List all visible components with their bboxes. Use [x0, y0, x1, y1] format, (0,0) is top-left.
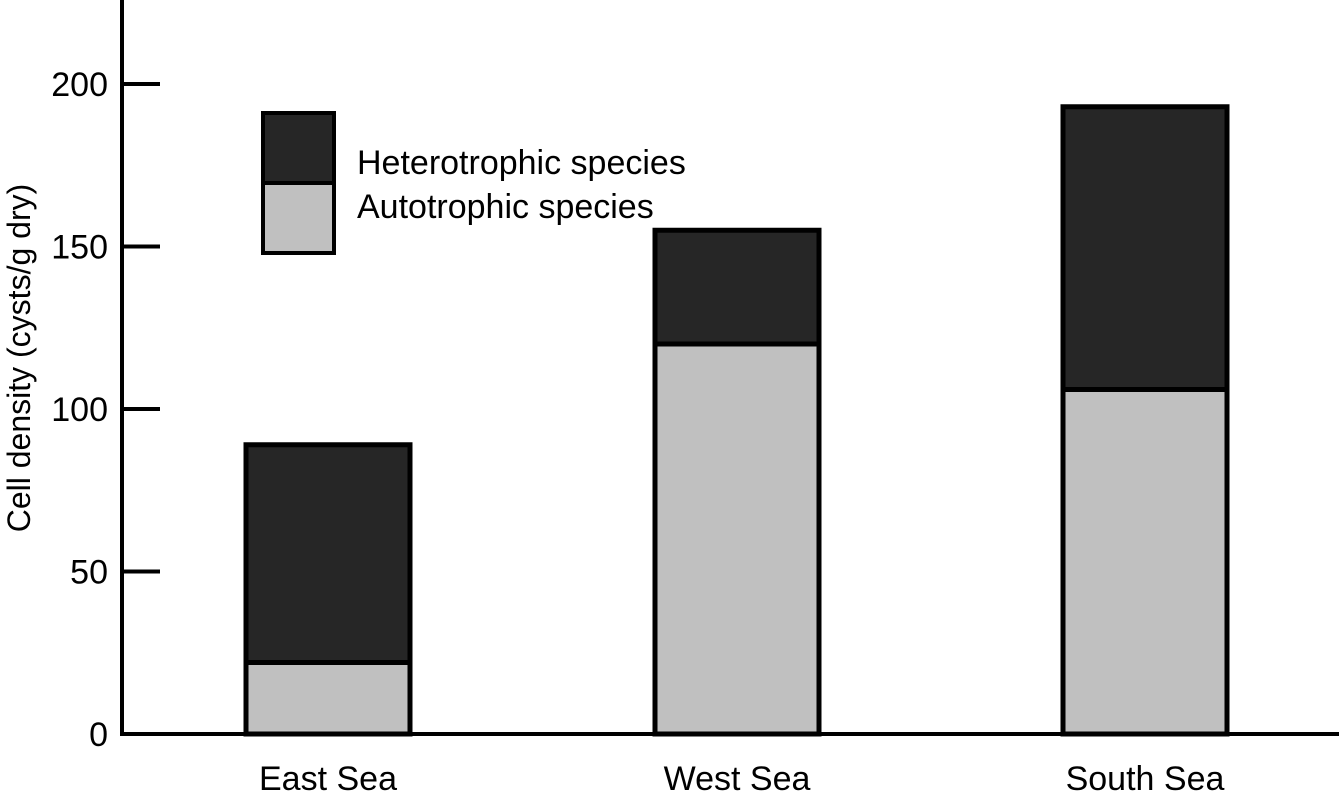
legend-label-autotrophic: Autotrophic species	[357, 188, 654, 226]
x-category-label: West Sea	[664, 760, 811, 794]
bar-segment-autotrophic-species	[652, 341, 822, 737]
y-tick-label: 100	[51, 391, 108, 429]
y-tick-label: 50	[70, 554, 108, 592]
y-tick-label: 200	[51, 66, 108, 104]
bars-group	[243, 104, 1230, 737]
x-category-label: East Sea	[259, 760, 397, 794]
legend-swatch-autotrophic	[261, 181, 336, 255]
legend-swatch-heterotrophic	[261, 111, 336, 185]
legend: Heterotrophic species Autotrophic specie…	[261, 111, 686, 255]
bar-segment-heterotrophic-species	[652, 227, 822, 347]
x-category-label: South Sea	[1066, 760, 1225, 794]
y-tick-label: 150	[51, 229, 108, 267]
y-ticks-group: 0 50 100 150 200	[51, 66, 160, 754]
x-labels-group: East Sea West Sea South Sea	[259, 760, 1224, 794]
bar-segment-autotrophic-species	[243, 660, 413, 737]
legend-label-heterotrophic: Heterotrophic species	[357, 144, 686, 182]
bar-segment-autotrophic-species	[1060, 387, 1230, 737]
y-axis-title: Cell density (cysts/g dry)	[1, 184, 37, 533]
y-tick-label: 0	[89, 716, 108, 754]
bar-segment-heterotrophic-species	[243, 442, 413, 665]
axes-group	[120, 0, 1339, 736]
bar-segment-heterotrophic-species	[1060, 104, 1230, 392]
